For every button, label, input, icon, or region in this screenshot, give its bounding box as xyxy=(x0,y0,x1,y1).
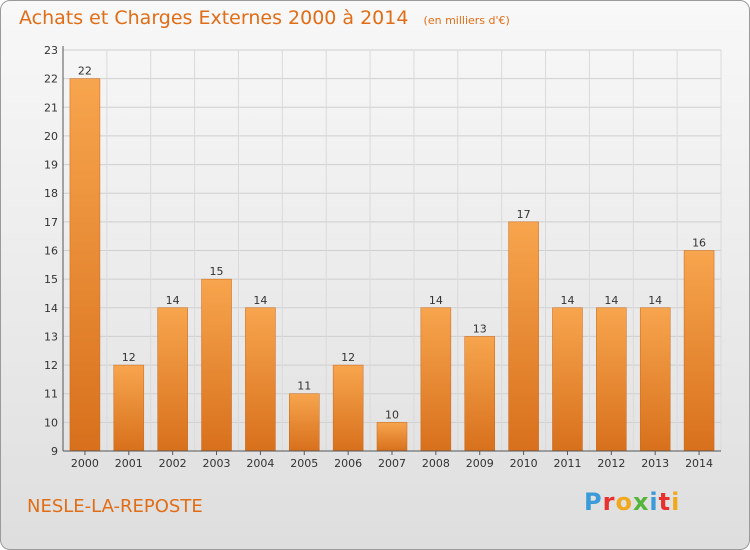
value-label: 14 xyxy=(560,294,574,307)
bar[interactable] xyxy=(332,364,364,452)
y-tick-label: 12 xyxy=(44,359,58,372)
value-label: 13 xyxy=(473,322,487,335)
bar[interactable] xyxy=(245,307,276,452)
bar[interactable] xyxy=(157,307,188,452)
value-label: 12 xyxy=(122,351,136,364)
value-label: 22 xyxy=(78,65,92,78)
city-name: NESLE-LA-REPOSTE xyxy=(27,496,203,517)
y-tick-label: 16 xyxy=(44,245,58,258)
proxiti-logo[interactable]: Proxiti xyxy=(584,488,680,516)
x-tick-label: 2004 xyxy=(246,457,274,470)
y-tick-label: 20 xyxy=(44,130,58,143)
x-tick-label: 2006 xyxy=(334,457,362,470)
value-label: 14 xyxy=(429,294,443,307)
axes: 9 10 11 12 13 14 15 16 17 18 19 20 21 22 23 2000 2001 200… xyxy=(44,44,721,470)
value-label: 17 xyxy=(517,208,531,221)
x-tick-label: 2001 xyxy=(115,457,143,470)
value-label: 12 xyxy=(341,351,355,364)
bar[interactable] xyxy=(420,307,452,452)
x-tick-label: 2012 xyxy=(597,457,625,470)
x-tick-label: 2008 xyxy=(422,457,450,470)
value-label: 15 xyxy=(210,265,224,278)
title-text: Achats et Charges Externes 2000 à 2014 xyxy=(19,7,409,29)
y-tick-label: 9 xyxy=(51,445,58,458)
unit-text: (en milliers d'€) xyxy=(423,14,510,27)
value-label: 11 xyxy=(297,380,311,393)
bar[interactable] xyxy=(376,422,408,452)
bar[interactable] xyxy=(596,307,627,452)
logo-letter: o xyxy=(615,488,633,516)
x-tick-label: 2013 xyxy=(641,457,669,470)
logo-letter: x xyxy=(632,488,650,516)
x-tick-label: 2003 xyxy=(203,457,231,470)
bar[interactable] xyxy=(683,250,715,452)
x-tick-label: 2010 xyxy=(510,457,538,470)
y-tick-label: 13 xyxy=(44,330,58,343)
y-tick-label: 17 xyxy=(44,216,58,229)
value-label: 16 xyxy=(692,237,706,250)
y-tick-label: 18 xyxy=(44,187,58,200)
x-tick-label: 2009 xyxy=(466,457,494,470)
x-tick-label: 2000 xyxy=(71,457,99,470)
bar[interactable] xyxy=(113,364,145,452)
value-label: 14 xyxy=(253,294,267,307)
bar[interactable] xyxy=(639,307,671,452)
bar[interactable] xyxy=(552,307,583,452)
bar[interactable] xyxy=(508,221,539,452)
bar[interactable] xyxy=(289,393,320,452)
bar[interactable] xyxy=(69,78,101,452)
x-tick-label: 2014 xyxy=(685,457,713,470)
x-tick-label: 2007 xyxy=(378,457,406,470)
logo-letter: r xyxy=(602,488,616,516)
y-tick-label: 21 xyxy=(44,101,58,114)
bar[interactable] xyxy=(464,336,495,452)
y-tick-label: 10 xyxy=(44,416,58,429)
x-tick-label: 2002 xyxy=(159,457,187,470)
x-tick-label: 2011 xyxy=(553,457,581,470)
logo-letter: i xyxy=(649,488,659,516)
y-tick-label: 15 xyxy=(44,273,58,286)
value-label: 14 xyxy=(166,294,180,307)
bar[interactable] xyxy=(201,278,232,452)
bars: 22 12 14 15 14 11 12 10 14 13 17 14 14 14 16 xyxy=(69,65,715,452)
logo-letter: t xyxy=(658,488,672,516)
chart-title: Achats et Charges Externes 2000 à 2014 (… xyxy=(19,7,510,29)
y-tick-label: 11 xyxy=(44,388,58,401)
y-tick-label: 14 xyxy=(44,302,58,315)
y-tick-label: 23 xyxy=(44,44,58,57)
logo-letter: P xyxy=(584,488,603,516)
value-label: 10 xyxy=(385,408,399,421)
value-label: 14 xyxy=(648,294,662,307)
y-tick-label: 22 xyxy=(44,73,58,86)
value-label: 14 xyxy=(604,294,618,307)
logo-letter: i xyxy=(671,488,681,516)
x-tick-label: 2005 xyxy=(290,457,318,470)
y-tick-label: 19 xyxy=(44,159,58,172)
